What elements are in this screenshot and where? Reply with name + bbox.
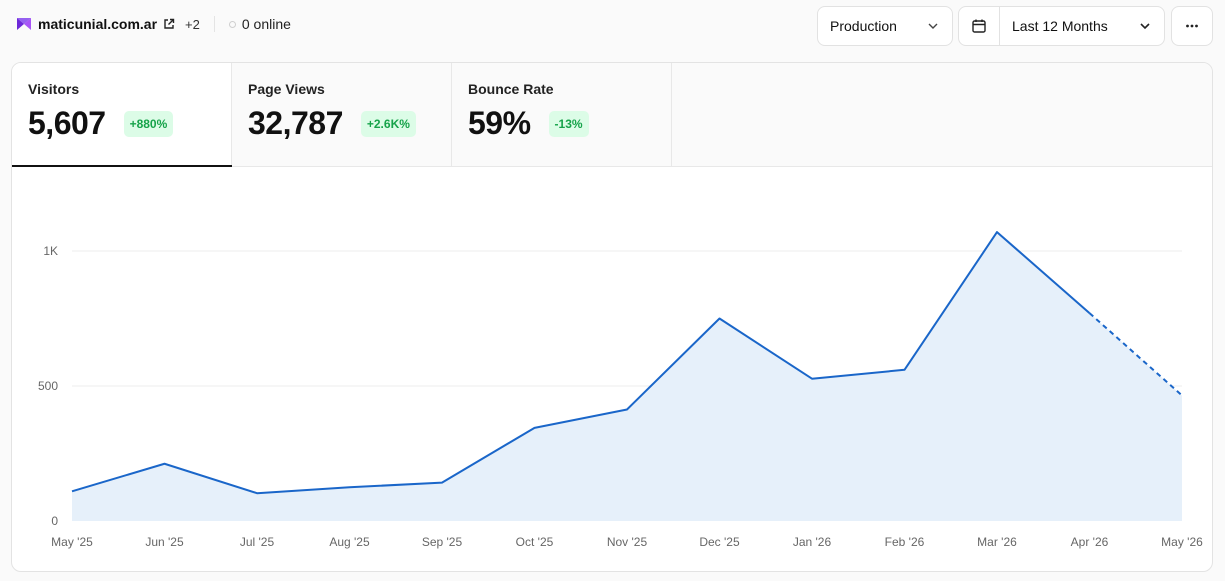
data-point — [532, 425, 538, 431]
date-range-picker[interactable]: Last 12 Months — [958, 6, 1165, 46]
area-fill — [72, 232, 1182, 521]
date-range-select[interactable]: Last 12 Months — [1000, 18, 1164, 34]
data-point — [624, 406, 630, 412]
tab-label: Page Views — [248, 81, 325, 97]
x-tick-label: Jan '26 — [793, 535, 832, 549]
x-tick-label: Nov '25 — [607, 535, 648, 549]
metric-value: 5,607 — [28, 105, 106, 141]
y-tick-label: 500 — [38, 379, 58, 393]
tab-label: Visitors — [28, 81, 80, 97]
site-logo-icon — [17, 18, 31, 30]
top-bar: maticunial.com.ar +2 0 online Production… — [0, 0, 1225, 56]
data-point — [902, 367, 908, 373]
more-horizontal-icon — [1186, 24, 1198, 28]
date-range-label: Last 12 Months — [1012, 18, 1108, 34]
x-tick-label: Jul '25 — [240, 535, 275, 549]
calendar-button[interactable] — [959, 7, 1000, 45]
calendar-icon — [972, 19, 986, 33]
chevron-down-icon — [1140, 23, 1150, 30]
data-point — [994, 229, 1000, 235]
status-dot-icon — [228, 20, 236, 28]
more-sites-count[interactable]: +2 — [185, 16, 200, 32]
x-tick-label: Oct '25 — [516, 535, 554, 549]
more-options-button[interactable] — [1171, 6, 1213, 46]
tab-bounce-rate[interactable]: Bounce Rate 59% -13% — [452, 63, 672, 166]
y-tick-label: 0 — [51, 514, 58, 528]
visitors-area-chart: 0 500 1K May '25 Jun '25 Jul '25 Aug '25 Sep '2… — [38, 229, 1203, 549]
analytics-card: Visitors 5,607 +880% Page Views 32,787 +… — [11, 62, 1213, 572]
x-tick-label: Feb '26 — [885, 535, 925, 549]
x-tick-label: May '25 — [51, 535, 93, 549]
tab-visitors[interactable]: Visitors 5,607 +880% — [12, 63, 232, 167]
x-tick-label: Mar '26 — [977, 535, 1017, 549]
tab-page-views[interactable]: Page Views 32,787 +2.6K% — [232, 63, 452, 166]
series-line-projected — [1088, 312, 1183, 397]
metric-value: 32,787 — [248, 105, 343, 141]
metric-tabs: Visitors 5,607 +880% Page Views 32,787 +… — [12, 63, 1212, 167]
data-point — [1179, 392, 1185, 398]
online-indicator: 0 online — [228, 16, 291, 32]
divider — [213, 16, 215, 32]
visitors-chart: 0 500 1K May '25 Jun '25 Jul '25 Aug '25 Sep '2… — [12, 167, 1212, 571]
series-line — [71, 231, 1091, 495]
data-point — [254, 490, 260, 496]
y-tick-label: 1K — [43, 244, 58, 258]
x-tick-label: Apr '26 — [1071, 535, 1109, 549]
site-selector[interactable]: maticunial.com.ar +2 0 online — [16, 16, 291, 32]
tab-label: Bounce Rate — [468, 81, 554, 97]
external-link-icon[interactable] — [163, 18, 175, 30]
data-point — [1087, 310, 1093, 316]
change-badge: +880% — [123, 110, 174, 137]
environment-label: Production — [830, 18, 897, 34]
data-point — [69, 488, 75, 494]
data-point — [809, 376, 815, 382]
x-tick-label: Dec '25 — [699, 535, 740, 549]
data-point — [162, 461, 168, 467]
data-point — [439, 480, 445, 486]
x-tick-label: Aug '25 — [329, 535, 370, 549]
online-count: 0 online — [241, 16, 291, 32]
environment-select[interactable]: Production — [817, 6, 953, 46]
x-tick-label: Sep '25 — [422, 535, 463, 549]
site-name[interactable]: maticunial.com.ar — [38, 16, 158, 32]
data-point — [347, 484, 353, 490]
change-badge: +2.6K% — [360, 110, 416, 137]
change-badge: -13% — [548, 110, 589, 137]
x-tick-label: May '26 — [1161, 535, 1203, 549]
x-tick-label: Jun '25 — [145, 535, 184, 549]
data-point — [717, 316, 723, 322]
chevron-down-icon — [928, 23, 938, 29]
metric-value: 59% — [468, 105, 531, 141]
